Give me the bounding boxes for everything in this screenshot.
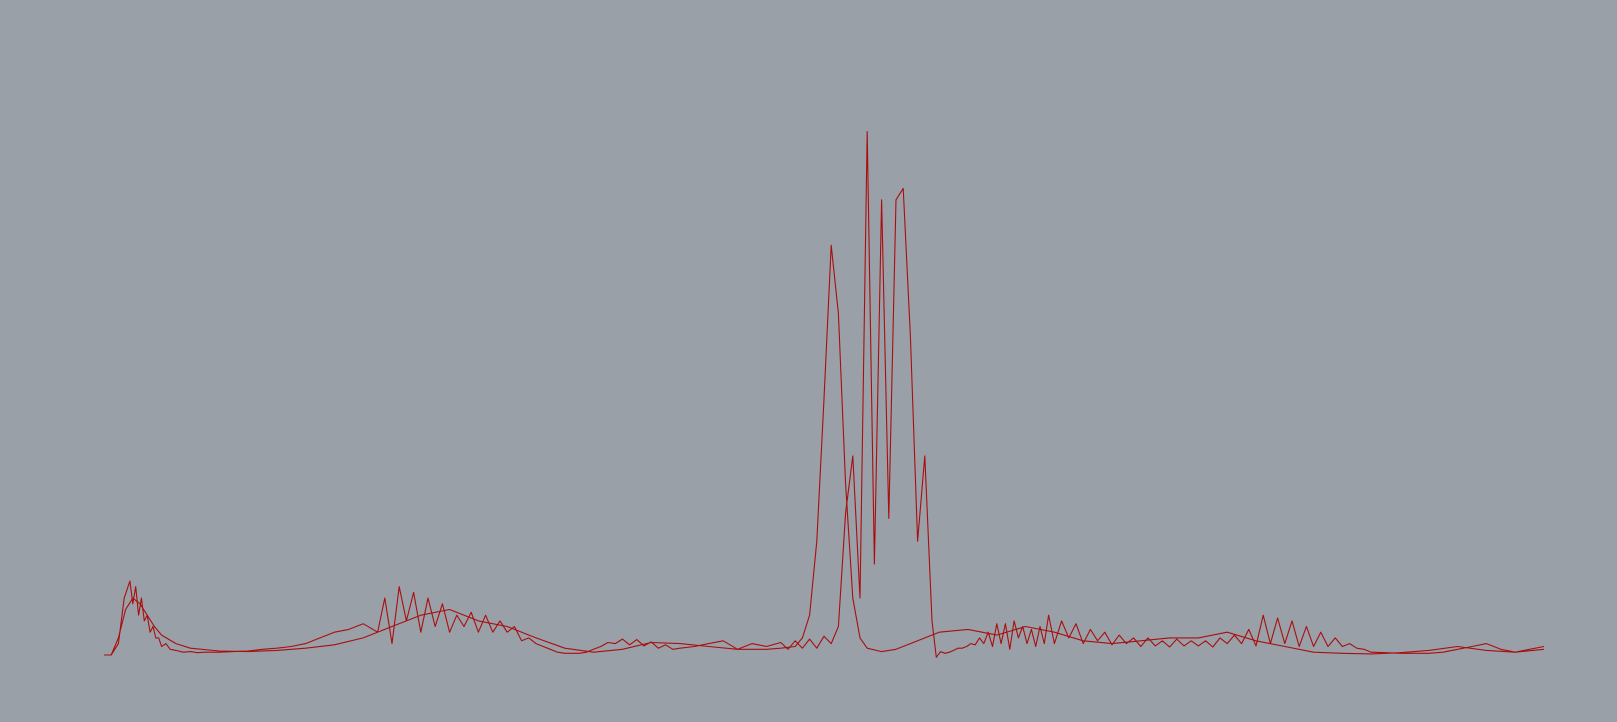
series-line-jagged — [104, 130, 1545, 658]
series-line-envelope — [104, 244, 1545, 656]
series-layer — [104, 130, 1545, 658]
